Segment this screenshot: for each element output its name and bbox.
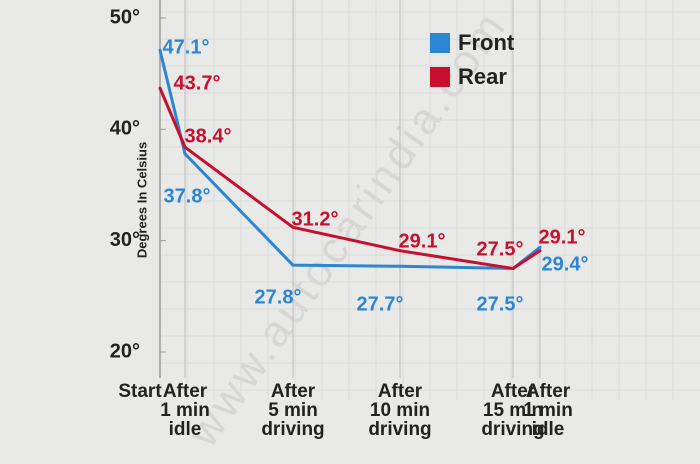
point: [538, 245, 542, 249]
point: [158, 86, 162, 90]
point: [398, 264, 402, 268]
value-label: 38.4°: [185, 125, 232, 147]
y-axis-label: Degrees In Celsius: [134, 142, 149, 258]
series-line: [158, 87, 541, 270]
value-label: 27.8°: [255, 286, 302, 308]
point: [291, 225, 295, 229]
point: [183, 145, 187, 149]
x-tick-label: After 1 min idle: [160, 381, 210, 440]
x-tick-label: After 15 min driving: [481, 381, 545, 440]
y-tick-label: 50°: [110, 6, 140, 28]
value-label: 29.1°: [539, 226, 586, 248]
x-tick-label: After 5 min driving: [261, 381, 325, 440]
value-label: 29.4°: [542, 253, 589, 275]
point: [183, 152, 187, 156]
value-label: 43.7°: [174, 72, 221, 94]
value-label: 31.2°: [292, 208, 339, 230]
x-tick-label: After 10 min driving: [368, 381, 432, 440]
legend-label: Rear: [458, 64, 507, 89]
value-label: 47.1°: [163, 36, 210, 58]
point: [398, 249, 402, 253]
point: [511, 267, 515, 270]
point: [291, 263, 295, 267]
value-label: 29.1°: [399, 230, 446, 252]
y-tick-label: 20°: [110, 340, 140, 362]
point: [158, 48, 162, 52]
legend-swatch: [430, 33, 450, 53]
legend-swatch: [430, 67, 450, 87]
y-tick-label: 30°: [110, 229, 140, 251]
point: [538, 249, 542, 253]
value-label: 27.7°: [357, 293, 404, 315]
y-tick-label: 40°: [110, 118, 140, 140]
legend-label: Front: [458, 30, 515, 55]
value-label: 27.5°: [477, 238, 524, 260]
value-label: 27.5°: [477, 293, 524, 315]
x-tick-label: Start: [118, 381, 162, 402]
value-label: 37.8°: [164, 185, 211, 207]
x-tick-label: After 1 min idle: [523, 381, 573, 440]
